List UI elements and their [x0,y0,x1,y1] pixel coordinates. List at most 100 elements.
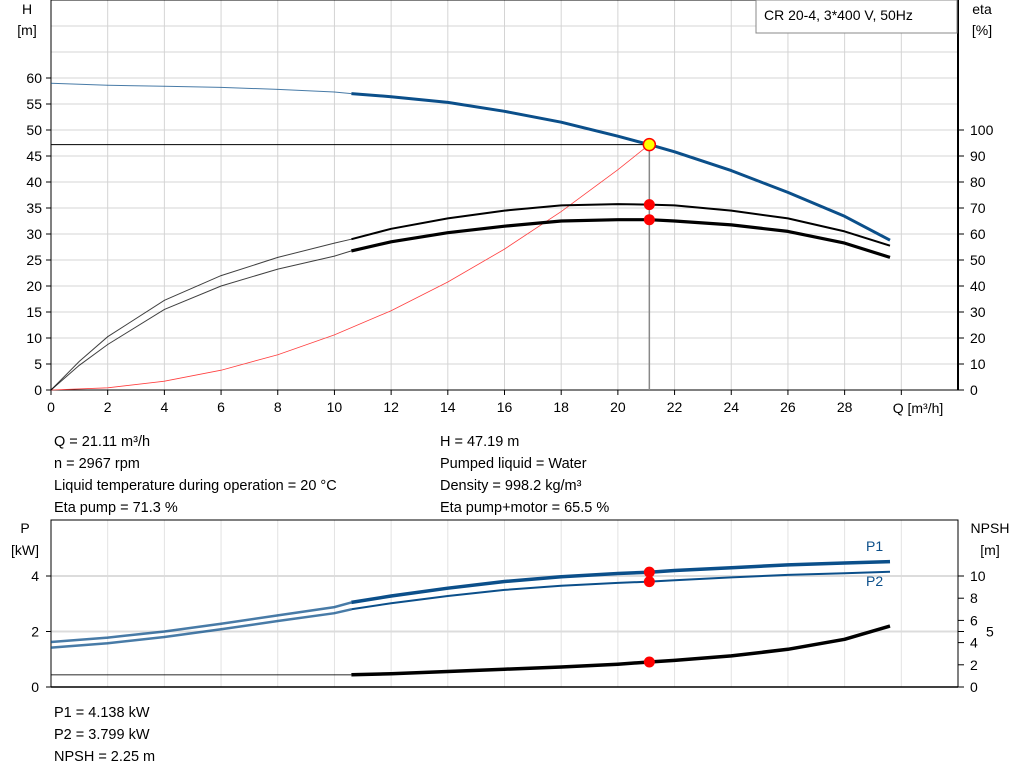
info-npsh: NPSH = 2.25 m [54,749,156,765]
p2-curve [351,570,891,611]
y-right-tick-label: 30 [970,304,986,320]
p2-marker [643,576,655,588]
y-left-tick-label: 10 [26,330,42,346]
info-p2: P2 = 3.799 kW [54,727,150,743]
npsh-tick-label: 8 [970,590,978,606]
info-bottom: P1 = 4.138 kW P2 = 3.799 kW NPSH = 2.25 … [54,702,155,768]
gridlines [51,0,959,687]
info-head: H = 47.19 m [440,434,520,450]
y-right-label-bottom: NPSH [971,520,1010,536]
x-tick-label: 0 [47,399,55,415]
x-tick-label: 2 [104,399,112,415]
y-left-tick-label: 5 [34,356,42,372]
y-left-tick-label: 55 [26,96,42,112]
y-left-tick-label: 60 [26,70,42,86]
npsh-curve [351,624,891,677]
info-right: H = 47.19 m Pumped liquid = Water Densit… [440,431,609,519]
info-eta-pump: Eta pump = 71.3 % [54,500,178,516]
y-left-tick-label: 45 [26,148,42,164]
y-left-label-bottom: P [20,520,29,536]
p-tick-label: 4 [31,568,39,584]
x-tick-label: 12 [383,399,399,415]
y-right-unit-top: [%] [972,22,992,38]
markers [51,137,657,668]
y-left-unit-top: [m] [17,22,36,38]
info-speed: n = 2967 rpm [54,456,140,472]
y-left-tick-label: 30 [26,226,42,242]
npsh-tick-label: 6 [970,612,978,628]
legend-box [755,0,958,34]
eta-pump-marker [643,199,655,211]
head-curve [351,92,891,242]
npsh-marker [643,656,655,668]
x-tick-label: 10 [327,399,343,415]
y-right-tick-label: 70 [970,200,986,216]
y-right-tick-label: 80 [970,174,986,190]
p1-curve-extrapolated [50,601,352,644]
npsh-tick-label: 2 [970,657,978,673]
eta-pump-curve [351,203,891,247]
p1-curve [351,559,891,605]
y-right-tick-label: 50 [970,252,986,268]
y-left-tick-label: 0 [34,382,42,398]
x-axis-label: Q [m³/h] [893,400,944,416]
y-left-tick-label: 15 [26,304,42,320]
npsh-tick-label: 5 [986,624,994,640]
eta-pump-curve-extrapolated [50,238,352,391]
y-right-tick-label: 40 [970,278,986,294]
x-tick-label: 6 [217,399,225,415]
curves [50,82,891,677]
info-liquid-temp: Liquid temperature during operation = 20… [54,478,337,494]
y-right-tick-label: 60 [970,226,986,242]
p2-curve-extrapolated [50,608,352,649]
x-tick-label: 24 [723,399,739,415]
p1-marker [643,566,655,578]
y-left-tick-label: 50 [26,122,42,138]
x-tick-label: 20 [610,399,626,415]
npsh-tick-label: 0 [970,679,978,695]
npsh-tick-label: 10 [970,568,986,584]
x-tick-label: 14 [440,399,456,415]
y-left-tick-label: 25 [26,252,42,268]
y-left-tick-label: 35 [26,200,42,216]
info-left: Q = 21.11 m³/h n = 2967 rpm Liquid tempe… [54,431,337,519]
series-label-p2: P2 [866,573,883,589]
legend-box-text: CR 20-4, 3*400 V, 50Hz [764,7,913,23]
y-right-tick-label: 100 [970,122,994,138]
y-left-unit-bottom: [kW] [11,542,39,558]
info-eta-pump-motor: Eta pump+motor = 65.5 % [440,500,610,516]
info-q: Q = 21.11 m³/h [54,434,151,450]
y-left-label-top: H [22,1,32,17]
y-left-tick-label: 40 [26,174,42,190]
x-tick-label: 28 [837,399,853,415]
y-right-tick-label: 20 [970,330,986,346]
npsh-tick-label: 4 [970,635,978,651]
y-right-tick-label: 0 [970,382,978,398]
x-tick-label: 18 [553,399,569,415]
x-tick-label: 8 [274,399,282,415]
y-right-tick-label: 90 [970,148,986,164]
info-p1: P1 = 4.138 kW [54,705,150,721]
eta-pump-motor-curve [351,218,891,259]
p-tick-label: 0 [31,679,39,695]
info-pumped-liquid: Pumped liquid = Water [440,456,587,472]
operating-point-marker [642,137,657,152]
y-right-unit-bottom: [m] [980,542,999,558]
axes: 0 2 4 6 8 10 12 14 16 18 20 22 24 26 28051015202530354… [26,0,994,695]
x-tick-label: 26 [780,399,796,415]
info-density: Density = 998.2 kg/m³ [440,478,582,494]
series-label-p1: P1 [866,538,883,554]
y-left-tick-label: 20 [26,278,42,294]
head-curve-extrapolated [50,82,352,95]
system-curve [50,144,650,391]
p-tick-label: 2 [31,624,39,640]
x-tick-label: 22 [667,399,683,415]
x-tick-label: 16 [497,399,513,415]
y-right-label-top: eta [972,1,992,17]
eta-pump-motor-marker [643,214,655,226]
y-right-tick-label: 10 [970,356,986,372]
x-tick-label: 4 [160,399,168,415]
eta-pump-motor-curve-extrapolated [50,250,352,391]
